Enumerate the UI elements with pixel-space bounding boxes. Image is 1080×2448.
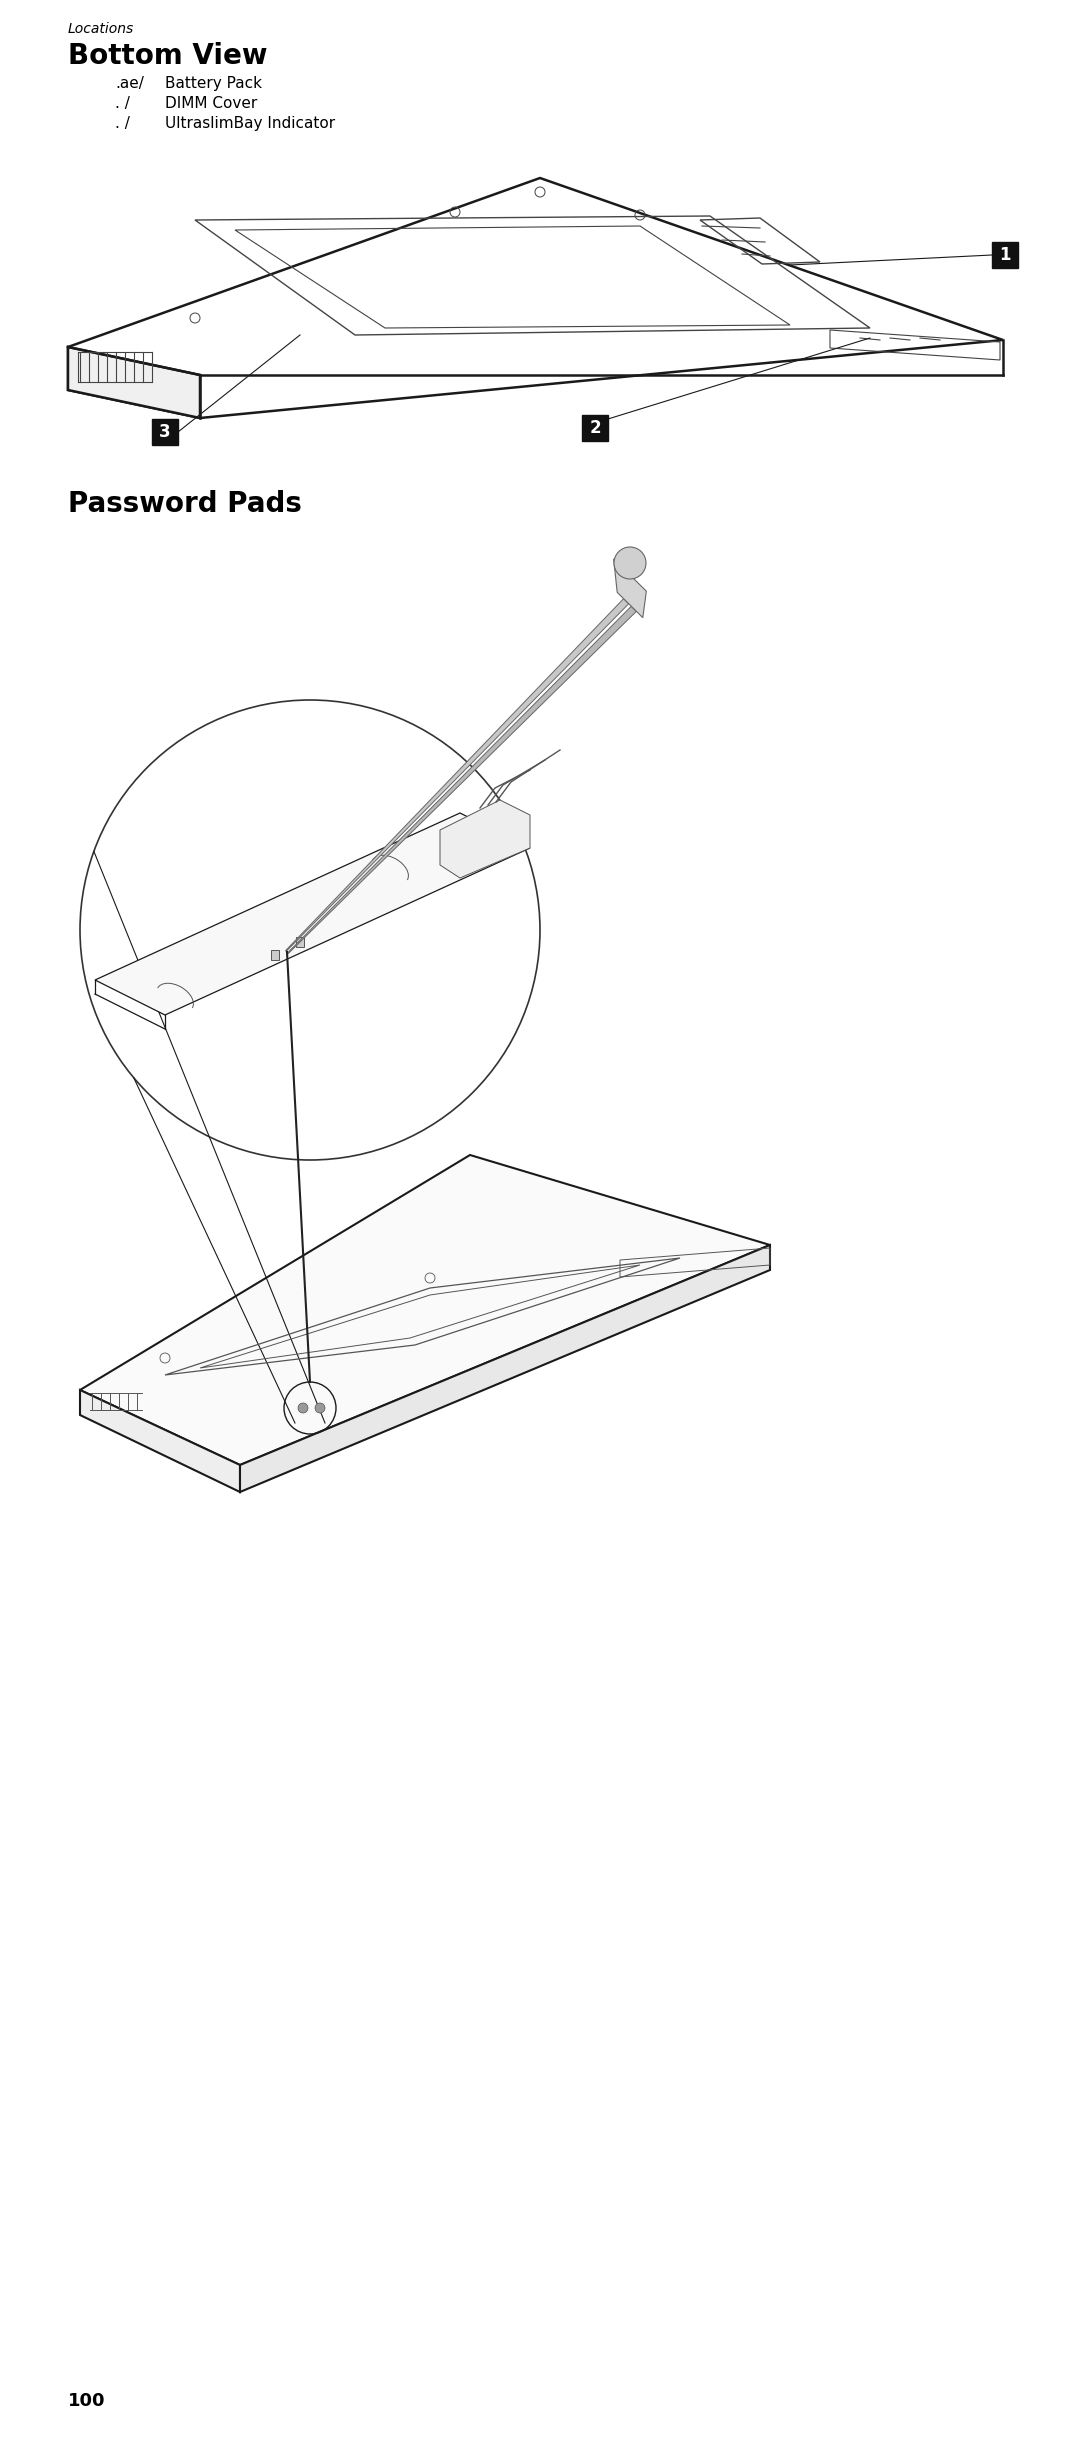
Circle shape bbox=[298, 1403, 308, 1412]
Text: 1: 1 bbox=[999, 245, 1011, 264]
Text: UltraslimBay Indicator: UltraslimBay Indicator bbox=[165, 115, 335, 132]
Polygon shape bbox=[68, 348, 200, 419]
Text: .ae/: .ae/ bbox=[114, 76, 144, 91]
Text: Battery Pack: Battery Pack bbox=[165, 76, 262, 91]
Polygon shape bbox=[440, 800, 530, 879]
Text: 3: 3 bbox=[159, 424, 171, 441]
Circle shape bbox=[315, 1403, 325, 1412]
Polygon shape bbox=[271, 950, 279, 960]
Text: Bottom View: Bottom View bbox=[68, 42, 268, 71]
Text: . /: . / bbox=[114, 115, 130, 132]
Polygon shape bbox=[80, 1155, 770, 1464]
Polygon shape bbox=[285, 600, 629, 952]
Polygon shape bbox=[80, 1390, 240, 1491]
Text: . /: . / bbox=[114, 95, 130, 110]
Polygon shape bbox=[613, 558, 646, 617]
Polygon shape bbox=[240, 1246, 770, 1491]
Polygon shape bbox=[296, 938, 303, 947]
Text: Password Pads: Password Pads bbox=[68, 490, 302, 519]
Circle shape bbox=[615, 546, 646, 580]
FancyBboxPatch shape bbox=[582, 416, 608, 441]
Text: DIMM Cover: DIMM Cover bbox=[165, 95, 257, 110]
Text: 2: 2 bbox=[590, 419, 600, 438]
Text: 100: 100 bbox=[68, 2392, 106, 2409]
Polygon shape bbox=[287, 607, 636, 952]
Text: Locations: Locations bbox=[68, 22, 134, 37]
FancyBboxPatch shape bbox=[152, 419, 178, 446]
Polygon shape bbox=[95, 813, 530, 1016]
FancyBboxPatch shape bbox=[993, 242, 1018, 267]
